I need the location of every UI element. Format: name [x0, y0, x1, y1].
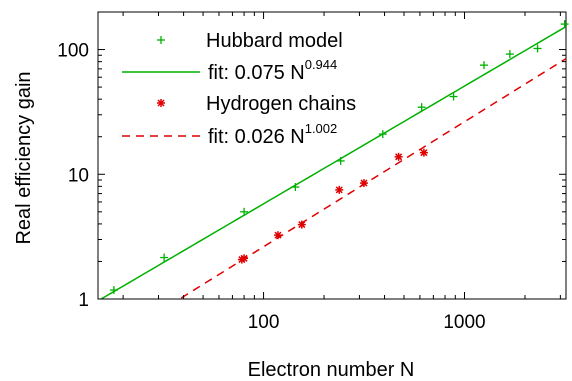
data-points [109, 20, 569, 295]
data-point-hubbard [378, 130, 387, 139]
y-tick-label: 10 [68, 165, 89, 186]
data-point-hubbard [533, 44, 542, 53]
data-point-hubbard [109, 286, 118, 295]
legend-marker-hubbard [157, 36, 165, 44]
y-axis-label: Real efficiency gain [13, 71, 35, 244]
data-point-hubbard [560, 20, 569, 29]
y-tick-label: 100 [57, 41, 89, 62]
plot-frame-group [97, 11, 567, 300]
data-point-hubbard [417, 103, 426, 112]
data-point-hydrogen [335, 185, 344, 194]
data-point-hubbard [291, 183, 300, 192]
data-point-hubbard [240, 207, 249, 216]
y-tick-label: 1 [78, 290, 89, 311]
legend: Hubbard model fit: 0.075 N0.944 Hydrogen… [122, 30, 356, 148]
axis-ticks: 100 1000 1 10 100 [57, 12, 566, 333]
data-point-hydrogen [240, 254, 249, 263]
data-point-hydrogen [394, 152, 403, 161]
legend-label-hubbard: Hubbard model [206, 30, 343, 52]
x-axis-label: Electron number N [248, 359, 415, 381]
data-point-hubbard [449, 92, 458, 101]
data-point-hydrogen [359, 179, 368, 188]
legend-label-hubbard-fit: fit: 0.075 N0.944 [208, 57, 337, 84]
plot-frame [97, 11, 567, 300]
legend-marker-hydrogen [157, 99, 165, 107]
data-point-hubbard [479, 61, 488, 70]
data-point-hubbard [336, 156, 345, 165]
data-point-hydrogen [419, 148, 428, 157]
legend-label-hydrogen-fit: fit: 0.026 N1.002 [208, 121, 337, 148]
data-point-hubbard [160, 253, 169, 262]
x-tick-label: 1000 [443, 312, 485, 333]
fit-line-0 [99, 25, 566, 299]
legend-label-hydrogen: Hydrogen chains [206, 93, 356, 115]
data-point-hydrogen [297, 220, 306, 229]
data-point-hubbard [505, 50, 514, 59]
fit-lines [99, 25, 566, 299]
data-point-hydrogen [274, 231, 282, 240]
x-tick-label: 100 [248, 312, 280, 333]
